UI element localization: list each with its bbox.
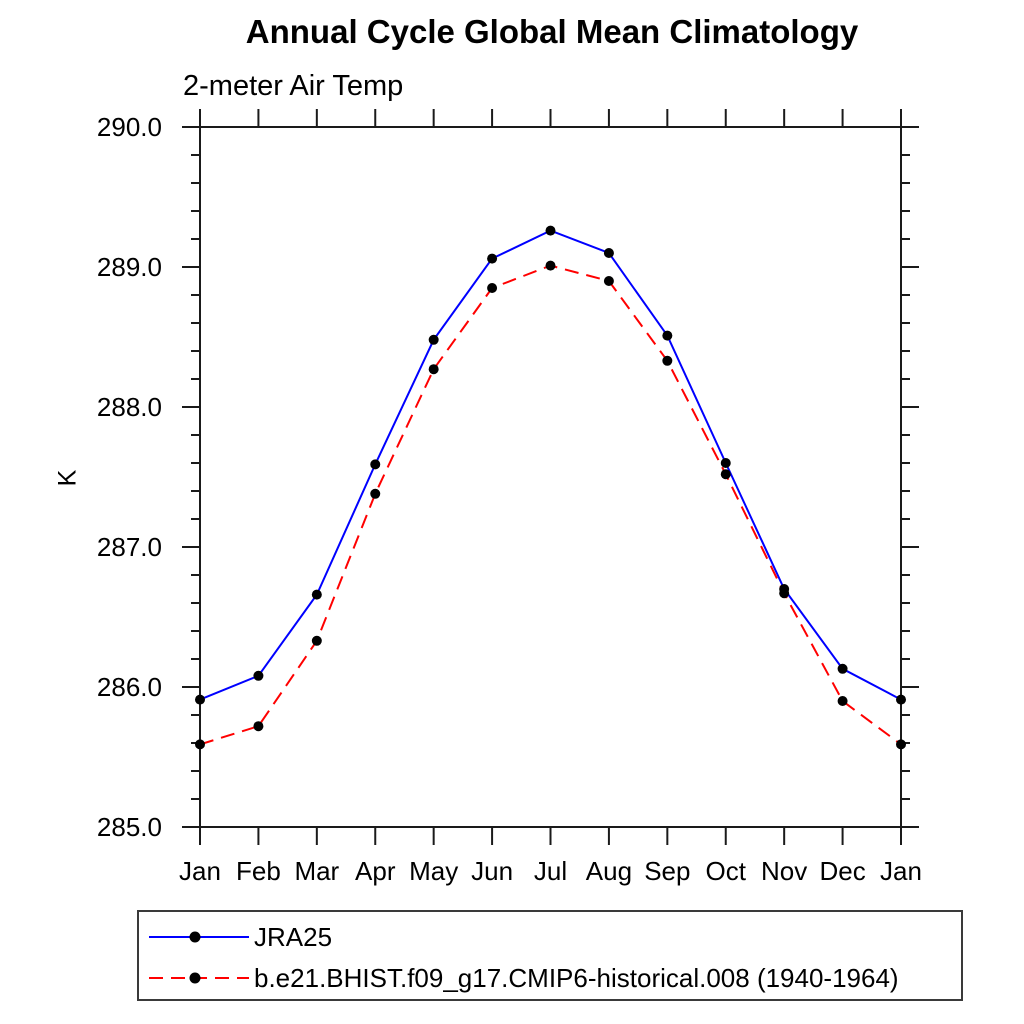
x-tick-label: May bbox=[409, 856, 458, 886]
data-point-marker-s1 bbox=[896, 739, 906, 750]
chart-title: Annual Cycle Global Mean Climatology bbox=[245, 13, 859, 50]
data-point-marker-s1 bbox=[720, 469, 731, 480]
data-point-marker-s1 bbox=[311, 635, 322, 646]
x-tick-label: Nov bbox=[761, 856, 807, 886]
data-point-marker-s0 bbox=[253, 670, 264, 681]
data-point-marker-s0 bbox=[603, 248, 614, 258]
data-point-marker-s0 bbox=[896, 694, 906, 705]
data-point-marker-s0 bbox=[487, 253, 498, 264]
data-point-marker-s0 bbox=[370, 459, 381, 470]
x-tick-label: Jan bbox=[880, 856, 922, 886]
y-tick-label: 286.0 bbox=[97, 672, 162, 702]
data-point-marker-s0 bbox=[311, 589, 322, 600]
chart-subtitle: 2-meter Air Temp bbox=[183, 70, 404, 102]
y-tick-label: 285.0 bbox=[97, 812, 162, 842]
data-point-marker-s1 bbox=[195, 739, 205, 750]
legend-marker-dot bbox=[189, 972, 201, 984]
legend-item-model: b.e21.BHIST.f09_g17.CMIP6-historical.008… bbox=[147, 962, 899, 994]
legend-label-model: b.e21.BHIST.f09_g17.CMIP6-historical.008… bbox=[254, 962, 899, 993]
data-point-marker-s0 bbox=[545, 225, 556, 236]
data-point-marker-s1 bbox=[428, 364, 439, 375]
y-tick-label: 289.0 bbox=[97, 252, 162, 282]
data-point-marker-s0 bbox=[837, 663, 848, 674]
data-point-marker-s1 bbox=[545, 260, 556, 271]
x-tick-label: Mar bbox=[294, 856, 339, 886]
data-point-marker-s1 bbox=[662, 355, 673, 366]
legend-label-jra25: JRA25 bbox=[254, 921, 333, 952]
x-tick-label: Aug bbox=[586, 856, 632, 886]
legend: JRA25 b.e21.BHIST.f09_g17.CMIP6-historic… bbox=[137, 910, 963, 1001]
data-point-marker-s1 bbox=[603, 276, 614, 286]
data-point-marker-s0 bbox=[662, 330, 673, 341]
x-tick-label: Jan bbox=[179, 856, 221, 886]
data-point-marker-s1 bbox=[779, 588, 790, 599]
x-tick-label: Dec bbox=[819, 856, 865, 886]
data-point-marker-s1 bbox=[370, 488, 381, 499]
x-tick-label: Jun bbox=[471, 856, 513, 886]
legend-key-line-1 bbox=[149, 972, 249, 984]
y-tick-label: 287.0 bbox=[97, 532, 162, 562]
series-line-0 bbox=[199, 229, 902, 701]
legend-item-jra25: JRA25 bbox=[147, 921, 332, 953]
data-point-marker-s0 bbox=[195, 694, 205, 705]
x-tick-label: Feb bbox=[236, 856, 281, 886]
data-point-marker-s0 bbox=[720, 458, 731, 468]
legend-marker-dot bbox=[189, 931, 201, 943]
data-point-marker-s1 bbox=[253, 721, 264, 732]
x-tick-label: Oct bbox=[706, 856, 747, 886]
data-point-marker-s0 bbox=[428, 334, 439, 345]
y-tick-label: 290.0 bbox=[97, 112, 162, 142]
data-point-marker-s1 bbox=[837, 696, 848, 706]
x-tick-label: Apr bbox=[355, 856, 396, 886]
x-tick-label: Jul bbox=[534, 856, 567, 886]
legend-key-line-0 bbox=[149, 931, 249, 943]
y-tick-label: 288.0 bbox=[97, 392, 162, 422]
x-tick-label: Sep bbox=[644, 856, 690, 886]
series-line-1 bbox=[199, 264, 902, 746]
data-point-marker-s1 bbox=[487, 283, 498, 293]
